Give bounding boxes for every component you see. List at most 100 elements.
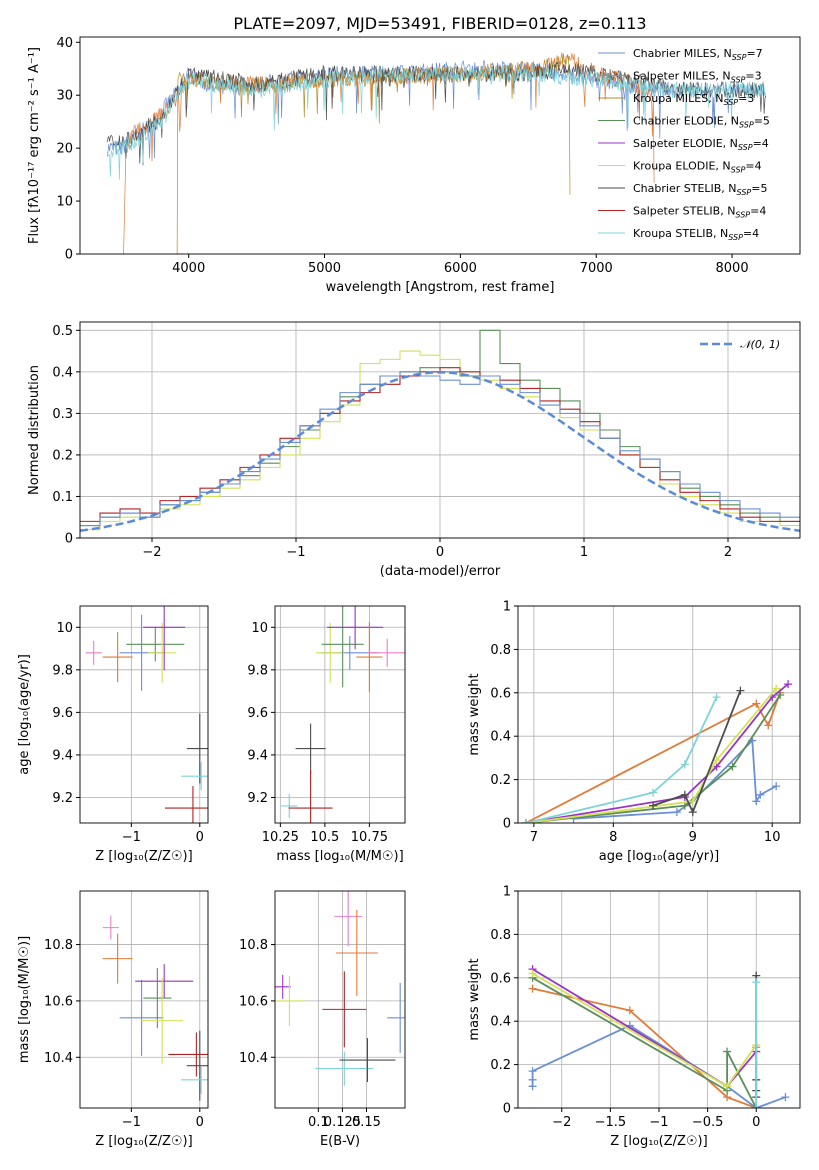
x-tick-label: 8 bbox=[609, 830, 617, 845]
axes-frame bbox=[79, 36, 801, 255]
y-tick-label: 10.8 bbox=[44, 938, 73, 953]
spectrum-line-kroupa-stelib bbox=[106, 65, 767, 180]
x-axis-label: Z [log₁₀(Z/Z☉)] bbox=[610, 1134, 707, 1149]
mw-Z-plot-area bbox=[528, 965, 790, 1108]
y-axis-label: mass [log₁₀(M/M☉)] bbox=[17, 936, 32, 1063]
x-tick-label: 10.25 bbox=[262, 830, 299, 845]
marker bbox=[688, 808, 697, 817]
marker bbox=[528, 1075, 537, 1084]
x-tick-label: 10 bbox=[764, 830, 781, 845]
y-tick-label: 20 bbox=[56, 142, 73, 157]
series-kroupa-stelib bbox=[525, 696, 718, 823]
y-tick-label: 10 bbox=[56, 195, 73, 210]
marker bbox=[736, 686, 745, 695]
marker bbox=[680, 760, 689, 769]
marker bbox=[649, 788, 658, 797]
marker bbox=[728, 762, 737, 771]
y-tick-label: 9.4 bbox=[247, 748, 268, 763]
series-kroupa-elodie bbox=[532, 972, 757, 1088]
marker bbox=[776, 690, 785, 699]
age-Z-plot-area bbox=[85, 606, 208, 823]
axes-frame bbox=[274, 605, 406, 824]
chart-title: PLATE=2097, MJD=53491, FIBERID=0128, z=0… bbox=[233, 14, 646, 33]
y-tick-label: 0.6 bbox=[490, 971, 511, 986]
spectrum-panel: 4000 5000 6000 7000 8000 0 10 20 30 40 wavelength … bbox=[27, 36, 801, 295]
y-tick-label: 0.4 bbox=[52, 365, 73, 380]
gaussian-curve bbox=[80, 371, 800, 532]
marker bbox=[649, 801, 658, 810]
marker bbox=[528, 1067, 537, 1076]
series-chabrier-elodie bbox=[532, 977, 757, 1108]
y-tick-label: 9.8 bbox=[52, 663, 73, 678]
x-tick-label: 6000 bbox=[444, 261, 477, 276]
y-tick-label: 0.2 bbox=[490, 773, 511, 788]
y-tick-label: 40 bbox=[56, 36, 73, 51]
x-tick-label: 7000 bbox=[580, 261, 613, 276]
x-tick-label: 0 bbox=[436, 545, 444, 560]
x-tick-label: −2 bbox=[552, 1115, 571, 1130]
x-tick-label: −1 bbox=[286, 545, 305, 560]
mass-Z-plot-area bbox=[102, 915, 208, 1101]
y-axis-label: Normed distribution bbox=[27, 365, 42, 495]
age-mass-plot-area bbox=[281, 606, 405, 823]
x-tick-label: 1 bbox=[580, 545, 588, 560]
y-tick-label: 0.8 bbox=[490, 928, 511, 943]
y-tick-label: 10.8 bbox=[239, 938, 268, 953]
legend-entry: 𝒩(0, 1) bbox=[740, 338, 780, 351]
legend-entry: Chabrier STELIB, NSSP=5 bbox=[633, 182, 767, 197]
y-tick-label: 9.8 bbox=[247, 663, 268, 678]
y-axis-label: age [log₁₀(age/yr)] bbox=[17, 654, 32, 775]
y-axis-label: mass weight bbox=[467, 958, 482, 1040]
x-tick-label: −1 bbox=[649, 1115, 668, 1130]
marker bbox=[688, 797, 697, 806]
y-tick-label: 10 bbox=[56, 621, 73, 636]
marker bbox=[680, 790, 689, 799]
x-tick-label: 0.15 bbox=[352, 1115, 381, 1130]
mass-EBV-plot-area bbox=[275, 891, 405, 1086]
x-tick-label: 0 bbox=[196, 1115, 204, 1130]
histogram-chabrier-miles bbox=[80, 371, 800, 527]
y-tick-label: 9.4 bbox=[52, 748, 73, 763]
axes-frame bbox=[517, 890, 801, 1109]
y-tick-label: 0.4 bbox=[490, 730, 511, 745]
axes-frame bbox=[274, 890, 406, 1109]
marker bbox=[772, 684, 781, 693]
marker bbox=[756, 790, 765, 799]
marker bbox=[752, 797, 761, 806]
y-tick-label: 10 bbox=[251, 621, 268, 636]
legend-entry: Chabrier ELODIE, NSSP=5 bbox=[633, 115, 770, 130]
y-tick-label: 0.2 bbox=[490, 1058, 511, 1073]
x-tick-label: 0.125 bbox=[324, 1115, 361, 1130]
marker bbox=[528, 984, 537, 993]
marker bbox=[712, 693, 721, 702]
x-tick-label: −1 bbox=[122, 830, 141, 845]
marker bbox=[723, 1047, 732, 1056]
x-tick-label: 8000 bbox=[716, 261, 749, 276]
marker bbox=[723, 1082, 732, 1091]
x-axis-label: (data-model)/error bbox=[380, 564, 501, 579]
spectrum-plot-area bbox=[106, 52, 767, 254]
y-tick-label: 0.4 bbox=[490, 1015, 511, 1030]
legend-entry: Kroupa ELODIE, NSSP=4 bbox=[633, 160, 762, 175]
mw-age-plot-area bbox=[521, 680, 793, 823]
mw-age-panel: 7 8 9 10 0 0.2 0.4 0.6 0.8 1 age [log₁₀(age/yr)] ma… bbox=[467, 600, 801, 864]
y-tick-label: 0.2 bbox=[52, 448, 73, 463]
legend-entry: Chabrier MILES, NSSP=7 bbox=[633, 47, 763, 62]
x-axis-label: mass [log₁₀(M/M☉)] bbox=[276, 849, 403, 864]
marker bbox=[625, 1006, 634, 1015]
histogram-kroupa-elodie bbox=[80, 350, 800, 531]
legend-entry: Kroupa MILES, NSSP=3 bbox=[633, 92, 754, 107]
x-tick-label: −1 bbox=[122, 1115, 141, 1130]
marker bbox=[772, 782, 781, 791]
x-tick-label: 4000 bbox=[172, 261, 205, 276]
y-tick-label: 10.4 bbox=[239, 1051, 268, 1066]
x-axis-label: E(B-V) bbox=[320, 1134, 360, 1149]
y-tick-label: 0.6 bbox=[490, 686, 511, 701]
age-mass-panel: 10.25 10.5 10.75 9.2 9.4 9.6 9.8 10 mass [log₁₀(… bbox=[247, 605, 406, 864]
x-tick-label: 0 bbox=[752, 1115, 760, 1130]
age-Z-panel: −1 0 9.2 9.4 9.6 9.8 10 Z [log₁₀(Z/Z☉)] age [log… bbox=[17, 605, 209, 864]
y-tick-label: 0.5 bbox=[52, 324, 73, 339]
y-tick-label: 0 bbox=[503, 1102, 511, 1117]
